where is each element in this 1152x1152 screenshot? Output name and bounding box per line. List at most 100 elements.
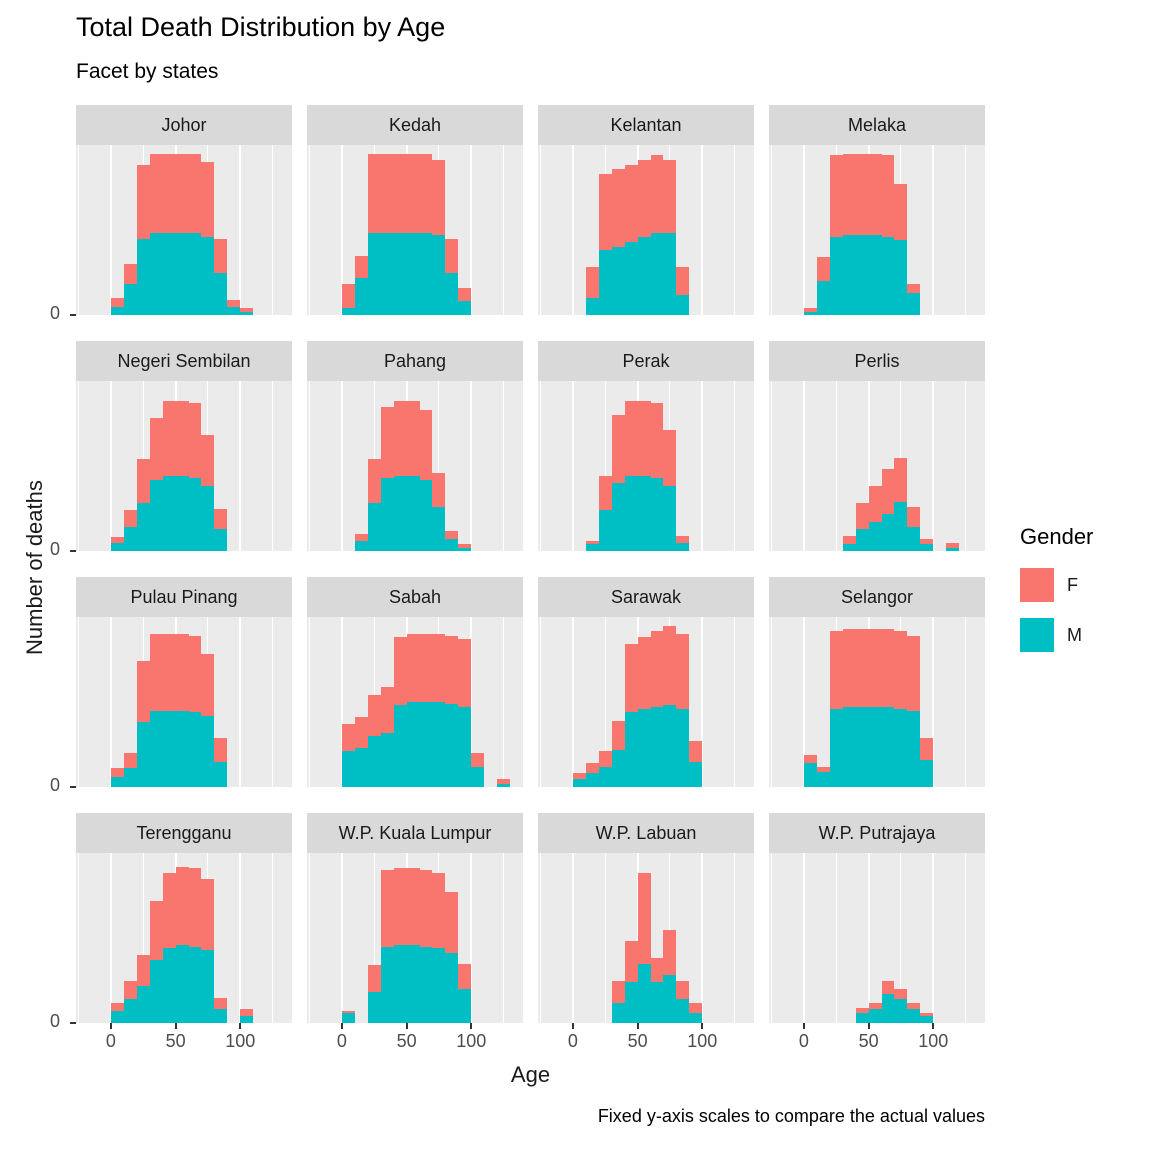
bar-segment-f bbox=[393, 153, 407, 234]
bar-segment-f bbox=[907, 506, 921, 528]
bar-segment-m bbox=[868, 707, 882, 787]
gridline-major bbox=[109, 853, 112, 1023]
bar-segment-m bbox=[149, 233, 163, 315]
bar-segment-m bbox=[380, 477, 394, 551]
bar-segment-m bbox=[803, 311, 817, 315]
facet-strip: Kelantan bbox=[538, 105, 754, 145]
facet-panel bbox=[307, 145, 523, 315]
bar-segment-m bbox=[136, 985, 150, 1023]
facet-kelantan: Kelantan bbox=[538, 105, 754, 315]
gridline-major bbox=[239, 617, 242, 787]
bar-segment-f bbox=[123, 264, 137, 285]
bar-segment-m bbox=[920, 759, 934, 787]
bar-segment-f bbox=[367, 459, 381, 504]
bar-segment-f bbox=[149, 900, 163, 961]
bar-segment-f bbox=[881, 469, 895, 514]
bar-segment-m bbox=[663, 233, 677, 315]
bar-segment-f bbox=[650, 958, 664, 983]
bar-segment-f bbox=[881, 628, 895, 708]
bar-segment-m bbox=[650, 477, 664, 551]
bar-segment-m bbox=[367, 233, 381, 315]
bar-segment-m bbox=[419, 479, 433, 551]
bar-segment-f bbox=[458, 639, 472, 708]
facet-panel: 0 bbox=[50, 381, 292, 559]
bar-segment-m bbox=[162, 948, 176, 1023]
bar-segment-m bbox=[432, 506, 446, 551]
gridline-minor bbox=[965, 853, 967, 1023]
bar-segment-f bbox=[406, 868, 420, 945]
gridline-minor bbox=[309, 853, 311, 1023]
gridline-major bbox=[802, 853, 805, 1023]
y-axis-tick-label: 0 bbox=[50, 303, 61, 323]
bar-segment-m bbox=[829, 236, 843, 315]
bar-segment-m bbox=[419, 946, 433, 1023]
bar-segment-m bbox=[894, 708, 908, 787]
bar-segment-m bbox=[110, 542, 124, 551]
bar-segment-m bbox=[881, 994, 895, 1023]
facet-strip: Selangor bbox=[769, 577, 985, 617]
bar-segment-f bbox=[380, 686, 394, 733]
bar-segment-m bbox=[227, 306, 241, 315]
facet-negeri-sembilan: Negeri Sembilan 0 bbox=[50, 341, 292, 559]
gridline-major bbox=[701, 617, 704, 787]
bar-segment-m bbox=[162, 710, 176, 787]
bar-segment-f bbox=[868, 628, 882, 708]
gridline-major bbox=[239, 853, 242, 1023]
bar-segment-f bbox=[214, 508, 228, 529]
bar-segment-f bbox=[637, 160, 651, 237]
bar-segment-f bbox=[471, 753, 485, 767]
gridline-major bbox=[470, 145, 473, 315]
bar-segment-f bbox=[458, 544, 472, 548]
bar-segment-f bbox=[676, 980, 690, 1000]
gridline-minor bbox=[604, 853, 606, 1023]
bar-segment-m bbox=[663, 705, 677, 787]
bar-segment-f bbox=[393, 401, 407, 477]
caption: Fixed y-axis scales to compare the actua… bbox=[597, 1106, 985, 1126]
bar-segment-m bbox=[920, 544, 934, 551]
gridline-minor bbox=[78, 617, 80, 787]
bar-segment-f bbox=[136, 661, 150, 723]
gridline-minor bbox=[503, 145, 505, 315]
gridline-minor bbox=[503, 381, 505, 551]
bar-segment-m bbox=[611, 1002, 625, 1023]
bar-segment-m bbox=[894, 240, 908, 315]
bar-segment-m bbox=[123, 999, 137, 1023]
legend-label: M bbox=[1067, 624, 1082, 645]
bar-segment-m bbox=[868, 235, 882, 315]
gridline-major bbox=[932, 145, 935, 315]
bar-segment-f bbox=[663, 430, 677, 487]
bar-segment-m bbox=[188, 712, 202, 787]
x-axis-tick-label: 50 bbox=[627, 1031, 648, 1051]
bar-segment-m bbox=[624, 241, 638, 315]
gridline-major bbox=[867, 853, 870, 1023]
bar-segment-f bbox=[445, 892, 459, 954]
facet-strip: Negeri Sembilan bbox=[76, 341, 292, 381]
bar-segment-m bbox=[110, 776, 124, 787]
bar-segment-f bbox=[445, 238, 459, 273]
gridline-minor bbox=[272, 145, 274, 315]
bar-segment-f bbox=[354, 534, 368, 541]
bar-segment-m bbox=[868, 1009, 882, 1023]
bar-segment-f bbox=[201, 162, 215, 237]
bar-segment-f bbox=[175, 401, 189, 477]
gridline-major bbox=[802, 145, 805, 315]
bar-segment-m bbox=[432, 235, 446, 315]
gridline-major bbox=[340, 381, 343, 551]
bar-segment-f bbox=[663, 625, 677, 706]
gridline-major bbox=[701, 853, 704, 1023]
bar-segment-m bbox=[110, 1011, 124, 1023]
bar-segment-f bbox=[162, 634, 176, 711]
y-axis-tick bbox=[70, 314, 76, 316]
bar-segment-f bbox=[458, 963, 472, 989]
x-axis-tick bbox=[701, 1023, 704, 1029]
bar-segment-f bbox=[406, 634, 420, 702]
bar-segment-m bbox=[201, 949, 215, 1023]
gridline-minor bbox=[965, 381, 967, 551]
bar-segment-f bbox=[110, 768, 124, 777]
gridline-minor bbox=[540, 145, 542, 315]
bar-segment-m bbox=[445, 703, 459, 787]
bar-segment-m bbox=[432, 948, 446, 1023]
facet-panel bbox=[307, 381, 523, 551]
